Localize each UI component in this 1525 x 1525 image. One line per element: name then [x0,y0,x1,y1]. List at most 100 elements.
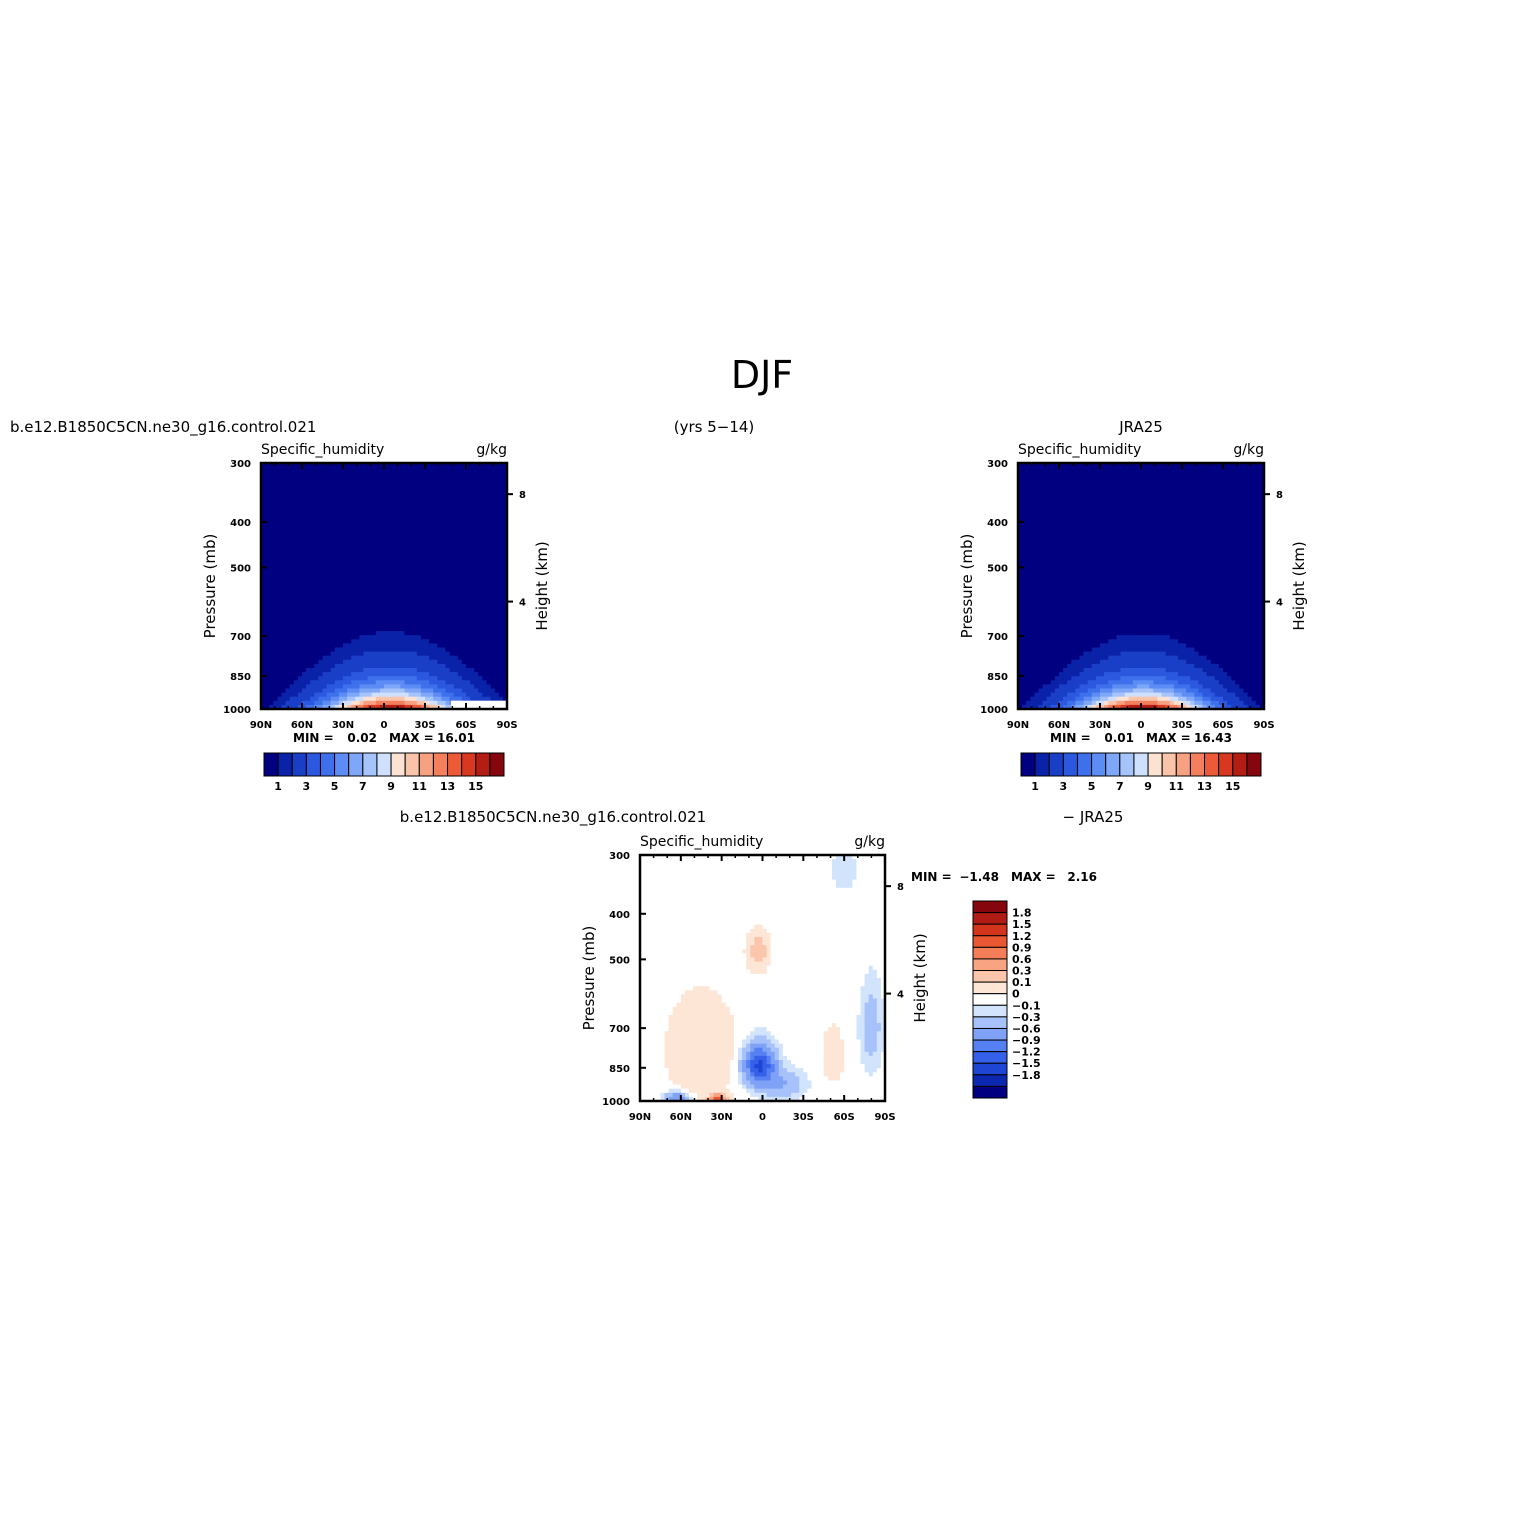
contour-cell [425,508,430,513]
contour-cell [1251,528,1257,534]
contour-cell [1067,483,1072,489]
contour-cell [326,504,332,509]
contour-cell [1054,545,1060,550]
contour-cell [334,499,340,505]
contour-cell [1108,508,1113,513]
contour-cell [285,655,291,661]
contour-cell [498,622,504,628]
contour-cell [1046,499,1052,505]
contour-cell [388,553,393,558]
contour-cell [363,532,369,538]
contour-cell [338,467,344,472]
contour-cell [326,684,332,690]
contour-cell [269,696,274,702]
contour-cell [1128,536,1134,542]
contour-cell [359,618,365,624]
contour-cell [306,495,311,501]
contour-cell [498,524,504,530]
contour-cell [269,504,274,509]
contour-cell [1067,467,1072,472]
contour-cell [375,495,381,501]
contour-cell [437,516,442,521]
contour-cell [1050,536,1056,542]
contour-cell [474,663,479,669]
contour-cell [1054,540,1060,546]
contour-cell [416,688,422,694]
contour-cell [1255,479,1261,485]
contour-cell [502,594,508,599]
contour-cell [404,663,410,669]
contour-cell [498,536,504,542]
contour-cell [433,573,438,579]
contour-cell [1231,491,1236,497]
contour-cell [273,536,278,542]
contour-cell [502,598,508,603]
contour-cell [1124,540,1130,546]
contour-cell [437,610,442,616]
contour-cell [326,540,332,546]
contour-cell [1054,508,1060,513]
contour-cell [445,557,451,562]
contour-cell [388,471,393,476]
contour-cell [1231,508,1236,513]
contour-cell [277,639,283,644]
colorbar-swatch [447,752,463,777]
contour-cell [1046,536,1052,542]
contour-cell [314,573,319,579]
contour-cell [1116,483,1122,489]
contour-cell [363,577,369,583]
contour-cell [498,553,504,558]
contour-cell [437,639,442,644]
contour-cell [1030,483,1035,489]
contour-cell [367,524,373,530]
contour-cell [343,655,348,661]
contour-cell [1206,471,1212,476]
contour-cell [474,692,479,698]
contour-cell [420,598,426,603]
contour-cell [314,565,319,571]
contour-cell [482,491,488,497]
contour-cell [1169,536,1175,542]
contour-cell [1186,479,1191,485]
contour-cell [379,631,385,636]
contour-cell [449,479,455,485]
contour-cell [1128,520,1134,526]
contour-cell [1071,475,1076,480]
contour-cell [408,639,414,644]
contour-cell [466,471,471,476]
contour-cell [396,483,401,489]
contour-cell [1018,471,1023,476]
contour-cell [277,631,283,636]
contour-cell [261,704,266,710]
contour-cell [461,512,467,517]
contour-cell [322,684,328,690]
contour-cell [379,528,385,534]
contour-cell [343,602,348,608]
contour-cell [302,471,307,476]
contour-cell [1038,512,1044,517]
contour-cell [404,536,410,542]
contour-cell [388,508,393,513]
contour-cell [412,577,418,583]
contour-cell [281,614,287,620]
contour-cell [453,643,459,649]
contour-cell [265,659,270,665]
contour-cell [388,524,393,530]
contour-cell [1067,540,1072,546]
contour-cell [318,532,324,538]
contour-cell [281,545,287,550]
contour-cell [285,606,291,612]
contour-cell [351,512,356,517]
contour-cell [449,483,455,489]
contour-cell [1050,475,1056,480]
contour-cell [429,479,434,485]
contour-cell [478,536,483,542]
contour-cell [470,647,475,653]
colorbar-label: 1 [274,780,282,793]
contour-cell [1108,491,1113,497]
contour-cell [310,561,315,567]
contour-cell [1206,540,1212,546]
contour-cell [445,647,451,653]
contour-cell [482,586,488,591]
contour-cell [1239,536,1245,542]
